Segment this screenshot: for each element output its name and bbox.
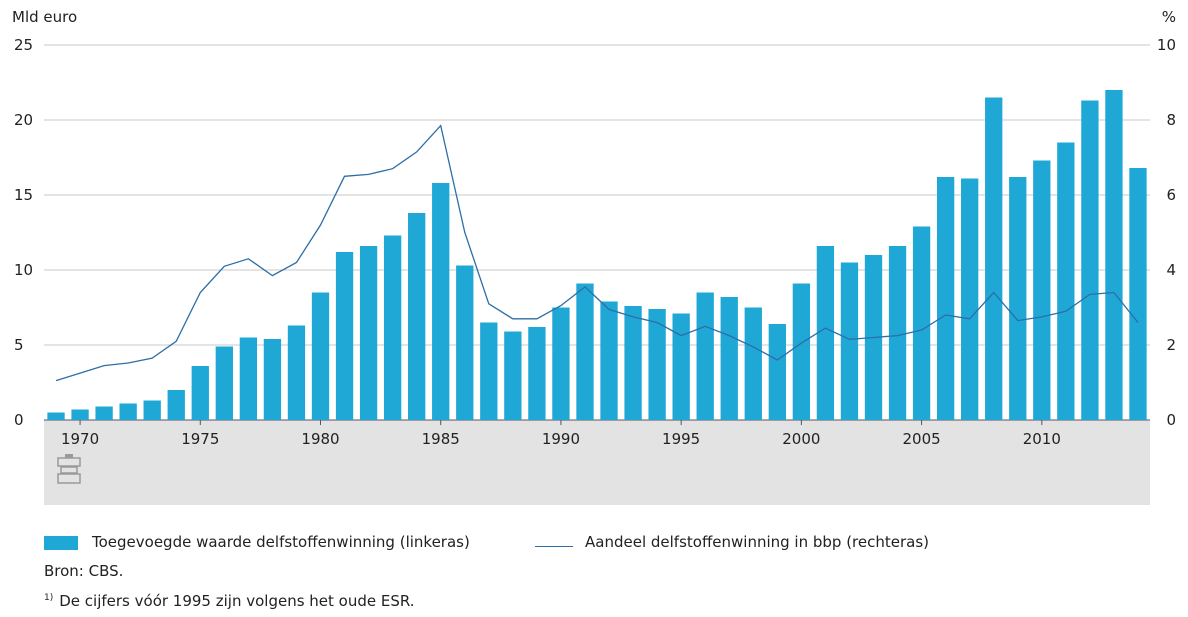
x-tick-label: 1995 [662,430,700,448]
x-tick-label: 2010 [1023,430,1061,448]
bar-2012 [1081,100,1099,420]
left-tick-label: 10 [14,261,33,279]
right-axis: 0 2 4 6 8 10 [1157,36,1176,429]
x-tick-label: 1975 [181,430,219,448]
right-tick-label: 10 [1157,36,1176,54]
left-tick-label: 15 [14,186,33,204]
bar-1989 [528,327,546,420]
bar-2010 [1033,160,1051,420]
x-tick-label: 1980 [301,430,339,448]
bar-1997 [720,297,738,420]
x-axis: 1970 1975 1980 1985 1990 1995 2000 2005 2010 [61,420,1061,448]
bar-1977 [239,337,258,420]
bar-2011 [1057,142,1075,420]
bar-1998 [744,307,762,420]
x-tick-label: 1990 [542,430,580,448]
share-line [55,124,1139,382]
bar-1979 [287,325,306,420]
bar-1975 [191,366,209,420]
bar-2007 [961,178,979,420]
left-axis: 0 5 10 15 20 25 [14,36,33,429]
bar-1978 [263,339,282,420]
right-tick-label: 2 [1166,336,1176,354]
bar-1991 [576,283,594,420]
bar-1987 [480,322,498,420]
source-note: Bron: CBS. [44,562,124,580]
bar-1969 [47,412,65,420]
bar-1990 [552,307,570,420]
bar-1993 [624,306,642,420]
left-tick-label: 25 [14,36,33,54]
bar-2009 [1009,177,1027,420]
bar-2001 [816,246,835,420]
bar-2006 [936,177,955,420]
cbs-logo-icon [57,454,81,484]
right-tick-label: 8 [1166,111,1176,129]
legend-bar-swatch [44,536,78,550]
bar-1981 [335,252,354,420]
bar-1986 [456,265,474,420]
legend-line-swatch [535,546,573,547]
left-tick-label: 20 [14,111,33,129]
bar-2000 [792,283,811,420]
bar-1973 [143,400,161,420]
footnote-marker: 1) [44,593,54,603]
bar-2004 [888,246,907,420]
bar-1976 [215,346,233,420]
bar-1972 [119,403,137,420]
bar-2002 [840,262,859,420]
bar-2008 [985,97,1003,420]
bar-1985 [432,183,450,420]
chart-bottom-strip [44,420,1150,505]
bar-1982 [359,246,378,420]
bar-2014 [1129,168,1147,420]
line-series [55,124,1139,382]
left-axis-unit: Mld euro [12,8,77,26]
bar-1984 [408,213,426,420]
x-tick-label: 2000 [782,430,820,448]
legend-line-label: Aandeel delfstoffenwinning in bbp (recht… [585,533,930,551]
bar-1974 [167,390,185,420]
bar-1999 [768,324,786,420]
bar-2013 [1105,90,1123,420]
bar-1995 [672,313,690,420]
bar-1992 [600,301,618,420]
bar-1996 [696,292,714,420]
x-tick-label: 1970 [61,430,99,448]
bar-1971 [95,406,113,420]
bar-1980 [311,292,330,420]
bar-1988 [504,331,522,420]
left-tick-label: 0 [14,411,24,429]
footnote: 1) De cijfers vóór 1995 zijn volgens het … [44,592,415,610]
right-tick-label: 6 [1166,186,1176,204]
right-axis-unit: % [1162,8,1176,26]
x-tick-label: 1985 [422,430,460,448]
bar-2005 [912,226,931,420]
bar-1970 [71,409,89,420]
legend-bar-label: Toegevoegde waarde delfstoffenwinning (l… [92,533,470,551]
bar-1994 [648,309,666,420]
bar-series [47,90,1147,420]
x-tick-label: 2005 [902,430,940,448]
left-tick-label: 5 [14,336,24,354]
right-tick-label: 4 [1166,261,1176,279]
bar-1983 [383,235,402,420]
grid-lines [44,44,1150,421]
right-tick-label: 0 [1166,411,1176,429]
footnote-text: De cijfers vóór 1995 zijn volgens het ou… [59,592,415,610]
